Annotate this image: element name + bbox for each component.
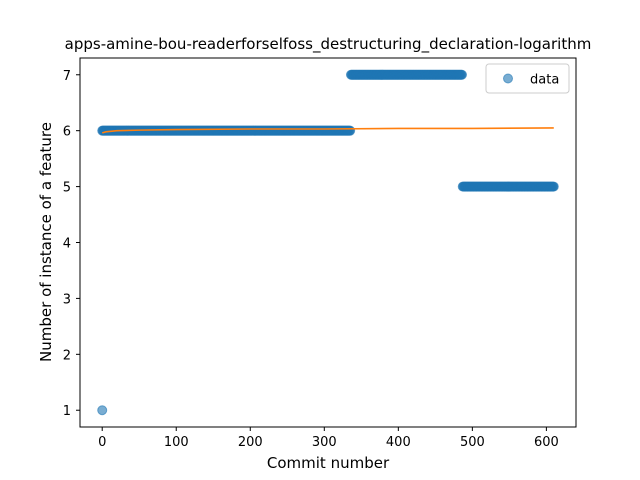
plot-area — [97, 69, 559, 416]
y-tick-label: 1 — [63, 404, 71, 419]
data-point — [97, 405, 108, 416]
x-tick-label: 500 — [460, 435, 485, 450]
x-tick-label: 200 — [238, 435, 263, 450]
y-tick-label: 2 — [63, 348, 71, 363]
data-point — [456, 69, 467, 80]
x-tick-label: 400 — [386, 435, 411, 450]
y-axis-label: Number of instance of a feature — [37, 122, 55, 362]
y-tick-label: 7 — [63, 69, 71, 84]
y-tick-label: 3 — [63, 292, 71, 307]
y-tick-label: 4 — [63, 237, 71, 252]
legend-marker — [503, 73, 513, 84]
y-tick-label: 5 — [63, 181, 71, 196]
fit-line — [101, 127, 554, 134]
x-tick-label: 100 — [164, 435, 189, 450]
data-point — [345, 125, 356, 136]
legend-label: data — [530, 73, 559, 88]
y-tick-label: 6 — [63, 125, 71, 140]
legend-box — [485, 63, 570, 94]
x-tick-label: 600 — [534, 435, 559, 450]
x-tick-label: 300 — [312, 435, 337, 450]
data-point — [548, 181, 559, 192]
x-tick-label: 0 — [98, 435, 106, 450]
axes: 0 100 200 300 400 500 600 1 2 3 4 5 6 7 — [63, 57, 577, 450]
x-axis-label: Commit number — [267, 454, 390, 472]
chart-title: apps-amine-bou-readerforselfoss_destruct… — [65, 35, 592, 54]
legend: data — [485, 63, 570, 94]
